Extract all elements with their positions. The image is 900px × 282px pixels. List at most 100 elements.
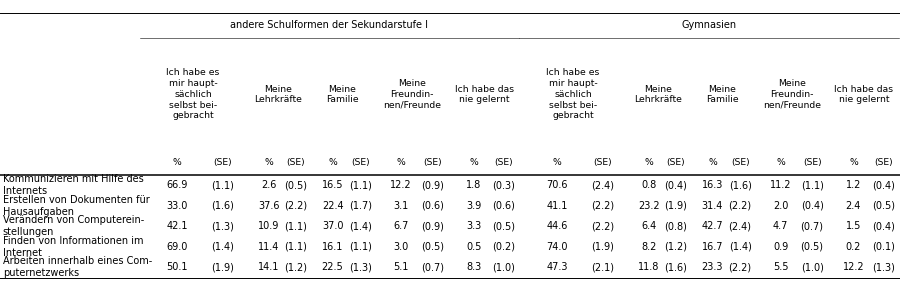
Text: 3.9: 3.9 (466, 201, 482, 211)
Text: (SE): (SE) (666, 158, 685, 167)
Text: Meine
Lehrkräfte: Meine Lehrkräfte (634, 85, 682, 104)
Text: (0.5): (0.5) (284, 180, 307, 190)
Text: Verändern von Computerein-
stellungen: Verändern von Computerein- stellungen (3, 215, 144, 237)
Text: (0.1): (0.1) (872, 242, 895, 252)
Text: 23.2: 23.2 (638, 201, 660, 211)
Text: 1.8: 1.8 (466, 180, 482, 190)
Text: 47.3: 47.3 (546, 263, 568, 272)
Text: 0.9: 0.9 (773, 242, 788, 252)
Text: (1.4): (1.4) (212, 242, 234, 252)
Text: (SE): (SE) (731, 158, 750, 167)
Text: (SE): (SE) (494, 158, 513, 167)
Text: 50.1: 50.1 (166, 263, 188, 272)
Text: (SE): (SE) (423, 158, 442, 167)
Text: (SE): (SE) (803, 158, 822, 167)
Text: 12.2: 12.2 (390, 180, 411, 190)
Text: 23.3: 23.3 (702, 263, 723, 272)
Text: Meine
Lehrkräfte: Meine Lehrkräfte (255, 85, 302, 104)
Text: 10.9: 10.9 (258, 221, 280, 231)
Text: 16.5: 16.5 (322, 180, 343, 190)
Text: (1.3): (1.3) (212, 221, 234, 231)
Text: (0.5): (0.5) (421, 242, 444, 252)
Text: (1.6): (1.6) (212, 201, 234, 211)
Text: (1.9): (1.9) (591, 242, 614, 252)
Text: (2.1): (2.1) (591, 263, 614, 272)
Text: %: % (708, 158, 716, 167)
Text: (0.7): (0.7) (421, 263, 444, 272)
Text: 0.8: 0.8 (641, 180, 656, 190)
Text: Arbeiten innerhalb eines Com-
puternetzwerks: Arbeiten innerhalb eines Com- puternetzw… (3, 256, 152, 279)
Text: (1.0): (1.0) (492, 263, 515, 272)
Text: 37.6: 37.6 (258, 201, 280, 211)
Text: Ich habe es
mir haupt-
sächlich
selbst bei-
gebracht: Ich habe es mir haupt- sächlich selbst b… (166, 69, 220, 120)
Text: 11.2: 11.2 (770, 180, 791, 190)
Text: andere Schulformen der Sekundarstufe I: andere Schulformen der Sekundarstufe I (230, 20, 428, 30)
Text: Ich habe das
nie gelernt: Ich habe das nie gelernt (454, 85, 514, 104)
Text: 11.8: 11.8 (638, 263, 660, 272)
Text: (0.6): (0.6) (421, 201, 444, 211)
Text: (1.4): (1.4) (729, 242, 751, 252)
Text: (1.1): (1.1) (284, 242, 307, 252)
Text: 11.4: 11.4 (258, 242, 280, 252)
Text: (2.2): (2.2) (591, 201, 614, 211)
Text: (0.2): (0.2) (492, 242, 515, 252)
Text: (SE): (SE) (874, 158, 893, 167)
Text: (SE): (SE) (213, 158, 232, 167)
Text: 16.1: 16.1 (322, 242, 343, 252)
Text: 1.5: 1.5 (846, 221, 861, 231)
Text: (2.2): (2.2) (728, 263, 752, 272)
Text: 42.1: 42.1 (166, 221, 188, 231)
Text: (1.6): (1.6) (729, 180, 751, 190)
Text: (1.6): (1.6) (664, 263, 687, 272)
Text: 3.0: 3.0 (393, 242, 409, 252)
Text: (0.4): (0.4) (872, 180, 895, 190)
Text: (0.4): (0.4) (872, 221, 895, 231)
Text: 42.7: 42.7 (702, 221, 724, 231)
Text: 3.1: 3.1 (393, 201, 409, 211)
Text: %: % (553, 158, 562, 167)
Text: 16.7: 16.7 (702, 242, 723, 252)
Text: (1.1): (1.1) (349, 180, 372, 190)
Text: (0.6): (0.6) (492, 201, 515, 211)
Text: (1.2): (1.2) (664, 242, 687, 252)
Text: 66.9: 66.9 (166, 180, 188, 190)
Text: %: % (849, 158, 858, 167)
Text: (0.5): (0.5) (872, 201, 895, 211)
Text: (1.7): (1.7) (349, 201, 372, 211)
Text: (0.7): (0.7) (801, 221, 824, 231)
Text: 6.4: 6.4 (641, 221, 656, 231)
Text: Meine
Familie: Meine Familie (326, 85, 359, 104)
Text: (0.9): (0.9) (421, 180, 444, 190)
Text: Meine
Freundin-
nen/Freunde: Meine Freundin- nen/Freunde (382, 79, 441, 110)
Text: 12.2: 12.2 (842, 263, 864, 272)
Text: (0.3): (0.3) (492, 180, 515, 190)
Text: 2.6: 2.6 (261, 180, 276, 190)
Text: Meine
Familie: Meine Familie (706, 85, 739, 104)
Text: %: % (173, 158, 182, 167)
Text: 2.0: 2.0 (773, 201, 788, 211)
Text: (1.1): (1.1) (212, 180, 234, 190)
Text: 41.1: 41.1 (546, 201, 568, 211)
Text: (0.9): (0.9) (421, 221, 444, 231)
Text: 74.0: 74.0 (546, 242, 568, 252)
Text: (2.2): (2.2) (284, 201, 307, 211)
Text: (1.0): (1.0) (801, 263, 824, 272)
Text: 1.2: 1.2 (846, 180, 861, 190)
Text: (0.5): (0.5) (492, 221, 515, 231)
Text: (0.4): (0.4) (664, 180, 687, 190)
Text: 6.7: 6.7 (393, 221, 409, 231)
Text: Ich habe es
mir haupt-
sächlich
selbst bei-
gebracht: Ich habe es mir haupt- sächlich selbst b… (546, 69, 599, 120)
Text: (1.3): (1.3) (349, 263, 372, 272)
Text: 70.6: 70.6 (546, 180, 568, 190)
Text: Finden von Informationen im
Internet: Finden von Informationen im Internet (3, 236, 143, 258)
Text: 8.2: 8.2 (641, 242, 656, 252)
Text: 37.0: 37.0 (322, 221, 343, 231)
Text: 4.7: 4.7 (773, 221, 788, 231)
Text: (0.8): (0.8) (664, 221, 687, 231)
Text: 8.3: 8.3 (466, 263, 482, 272)
Text: 0.5: 0.5 (466, 242, 482, 252)
Text: (2.4): (2.4) (591, 180, 614, 190)
Text: (SE): (SE) (351, 158, 370, 167)
Text: 44.6: 44.6 (546, 221, 568, 231)
Text: (2.2): (2.2) (591, 221, 614, 231)
